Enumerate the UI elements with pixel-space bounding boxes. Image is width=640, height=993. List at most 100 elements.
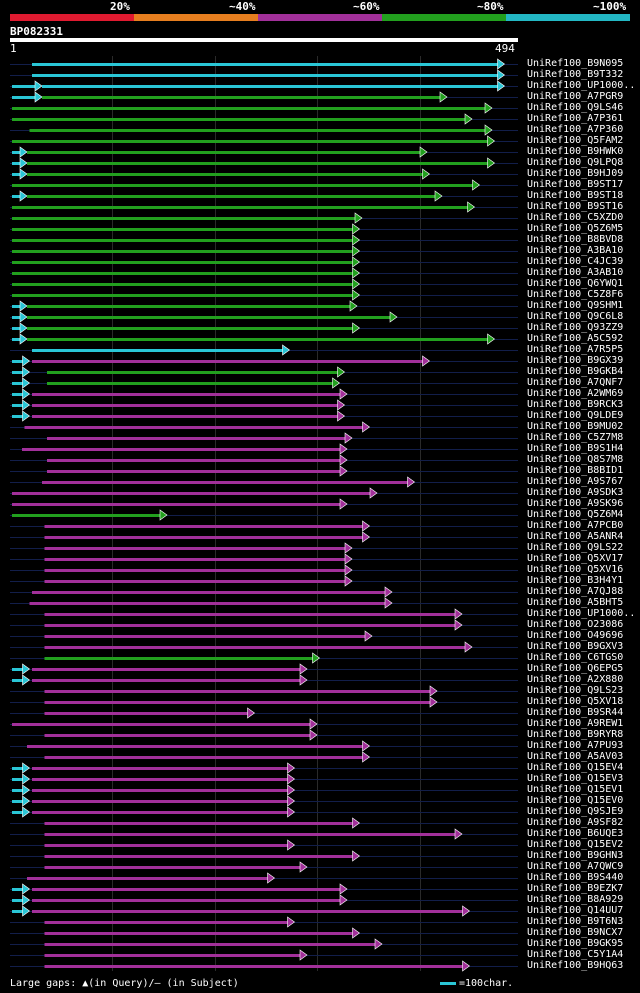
- hit-label[interactable]: UniRef100_A2WM69: [527, 388, 624, 399]
- hit-label[interactable]: UniRef100_B9HJ09: [527, 168, 624, 179]
- hit-bar-arrow: [287, 806, 296, 818]
- hit-bar-arrow: [384, 597, 393, 609]
- hit-bar-arrow: [339, 465, 348, 477]
- hit-label[interactable]: UniRef100_Q5XV16: [527, 564, 624, 575]
- hit-label[interactable]: UniRef100_Q9LDE9: [527, 410, 624, 421]
- hit-label[interactable]: UniRef100_Q8S7M8: [527, 454, 624, 465]
- hit-label[interactable]: UniRef100_A2X880: [527, 674, 624, 685]
- hit-label[interactable]: UniRef100_A7QNF7: [527, 377, 624, 388]
- hit-label[interactable]: UniRef100_A7QJ88: [527, 586, 624, 597]
- hit-label[interactable]: UniRef100_B9GXV3: [527, 641, 624, 652]
- hit-label[interactable]: UniRef100_Q6EPG5: [527, 663, 624, 674]
- hit-label[interactable]: UniRef100_B9N095: [527, 58, 624, 69]
- hit-label[interactable]: UniRef100_Q5Z6M5: [527, 223, 624, 234]
- hit-label[interactable]: UniRef100_A9S767: [527, 476, 624, 487]
- hit-label[interactable]: UniRef100_A7QWC9: [527, 861, 624, 872]
- hit-label[interactable]: UniRef100_Q9SHM1: [527, 300, 624, 311]
- hit-label[interactable]: UniRef100_Q9C6L8: [527, 311, 624, 322]
- scale-swatch: [440, 981, 456, 985]
- hit-label[interactable]: UniRef100_B9GHN3: [527, 850, 624, 861]
- hit-label[interactable]: UniRef100_A9SDK3: [527, 487, 624, 498]
- hit-label[interactable]: UniRef100_A3AB10: [527, 267, 624, 278]
- hit-label[interactable]: UniRef100_B9S440: [527, 872, 624, 883]
- hit-fragment-arrow: [22, 663, 31, 675]
- hit-label[interactable]: UniRef100_B9ST16: [527, 201, 624, 212]
- hit-label[interactable]: UniRef100_Q5Z6M4: [527, 509, 624, 520]
- hit-label[interactable]: UniRef100_B9ST18: [527, 190, 624, 201]
- hit-label[interactable]: UniRef100_B9T332: [527, 69, 624, 80]
- hit-bar-arrow: [267, 872, 276, 884]
- hit-label[interactable]: UniRef100_Q15EV4: [527, 762, 624, 773]
- hit-label[interactable]: UniRef100_Q5XV17: [527, 553, 624, 564]
- hit-label[interactable]: UniRef100_Q15EV1: [527, 784, 624, 795]
- hit-label[interactable]: UniRef100_A7PU93: [527, 740, 624, 751]
- hit-label[interactable]: UniRef100_A7R5P5: [527, 344, 624, 355]
- hit-label[interactable]: UniRef100_C5XZD0: [527, 212, 624, 223]
- hit-label[interactable]: UniRef100_Q93ZZ9: [527, 322, 624, 333]
- hit-label[interactable]: UniRef100_A7PGR9: [527, 91, 624, 102]
- hit-label[interactable]: UniRef100_O49696: [527, 630, 624, 641]
- hit-label[interactable]: UniRef100_Q9LS23: [527, 685, 624, 696]
- hit-label[interactable]: UniRef100_C4JC39: [527, 256, 624, 267]
- hit-label[interactable]: UniRef100_A5BHT5: [527, 597, 624, 608]
- hit-label[interactable]: UniRef100_C5Z7M8: [527, 432, 624, 443]
- hit-label[interactable]: UniRef100_A5ANR4: [527, 531, 624, 542]
- hit-label[interactable]: UniRef100_Q14UU7: [527, 905, 624, 916]
- hit-label[interactable]: UniRef100_B9T6N3: [527, 916, 624, 927]
- hit-label[interactable]: UniRef100_A7P361: [527, 113, 624, 124]
- hit-label[interactable]: UniRef100_B9HQ63: [527, 960, 624, 971]
- hit-label[interactable]: UniRef100_B9HWK0: [527, 146, 624, 157]
- hit-label[interactable]: UniRef100_B8BVD8: [527, 234, 624, 245]
- hit-label[interactable]: UniRef100_Q9LS46: [527, 102, 624, 113]
- hit-label[interactable]: UniRef100_Q9LPQ8: [527, 157, 624, 168]
- hit-bar: [32, 811, 291, 814]
- hit-bar: [44, 833, 458, 836]
- hit-label[interactable]: UniRef100_B9SR44: [527, 707, 624, 718]
- hit-label[interactable]: UniRef100_B9RCK3: [527, 399, 624, 410]
- hit-label[interactable]: UniRef100_O23086: [527, 619, 624, 630]
- hit-label[interactable]: UniRef100_A9SF82: [527, 817, 624, 828]
- hit-label[interactable]: UniRef100_B9EZK7: [527, 883, 624, 894]
- hit-label[interactable]: UniRef100_B9RYR8: [527, 729, 624, 740]
- hit-label[interactable]: UniRef100_C6TGS0: [527, 652, 624, 663]
- hit-label[interactable]: UniRef100_A5C592: [527, 333, 624, 344]
- hit-label[interactable]: UniRef100_B8BID1: [527, 465, 624, 476]
- hit-label[interactable]: UniRef100_B9GX39: [527, 355, 624, 366]
- hit-label[interactable]: UniRef100_Q9LS22: [527, 542, 624, 553]
- hit-label[interactable]: UniRef100_B9GK95: [527, 938, 624, 949]
- hit-label[interactable]: UniRef100_Q5FAM2: [527, 135, 624, 146]
- hit-label[interactable]: UniRef100_C5Y1A4: [527, 949, 624, 960]
- hit-label[interactable]: UniRef100_Q5XV18: [527, 696, 624, 707]
- hit-bar: [44, 569, 348, 572]
- hit-label[interactable]: UniRef100_C5Z8F6: [527, 289, 624, 300]
- hit-label[interactable]: UniRef100_A7PCB0: [527, 520, 624, 531]
- hit-label[interactable]: UniRef100_B6UQE3: [527, 828, 624, 839]
- hit-label[interactable]: UniRef100_A3BA10: [527, 245, 624, 256]
- hit-label[interactable]: UniRef100_Q9SJE9: [527, 806, 624, 817]
- hit-fragment-arrow: [34, 80, 43, 92]
- hit-label[interactable]: UniRef100_A5AV03: [527, 751, 624, 762]
- hit-label[interactable]: UniRef100_Q15EV2: [527, 839, 624, 850]
- hit-fragment: [12, 85, 38, 88]
- hit-bar-arrow: [339, 883, 348, 895]
- hit-label[interactable]: UniRef100_Q6YWQ1: [527, 278, 624, 289]
- hit-label[interactable]: UniRef100_UP1000..: [527, 608, 636, 619]
- hit-label[interactable]: UniRef100_B8A929: [527, 894, 624, 905]
- hit-bar: [27, 173, 426, 176]
- hit-label[interactable]: UniRef100_B9NCX7: [527, 927, 624, 938]
- hit-label[interactable]: UniRef100_B9GKB4: [527, 366, 624, 377]
- hit-bar-arrow: [439, 91, 448, 103]
- hit-fragment: [12, 888, 26, 891]
- hit-label[interactable]: UniRef100_B9MU02: [527, 421, 624, 432]
- hit-bar-arrow: [352, 850, 361, 862]
- hit-label[interactable]: UniRef100_A7P360: [527, 124, 624, 135]
- hit-label[interactable]: UniRef100_B9ST17: [527, 179, 624, 190]
- hit-label[interactable]: UniRef100_Q15EV0: [527, 795, 624, 806]
- hit-label[interactable]: UniRef100_UP1000..: [527, 80, 636, 91]
- hit-bar-arrow: [374, 938, 383, 950]
- hit-label[interactable]: UniRef100_B9S1H4: [527, 443, 624, 454]
- hit-label[interactable]: UniRef100_A9SK96: [527, 498, 624, 509]
- hit-label[interactable]: UniRef100_Q15EV3: [527, 773, 624, 784]
- hit-label[interactable]: UniRef100_A9REW1: [527, 718, 624, 729]
- hit-label[interactable]: UniRef100_B3H4Y1: [527, 575, 624, 586]
